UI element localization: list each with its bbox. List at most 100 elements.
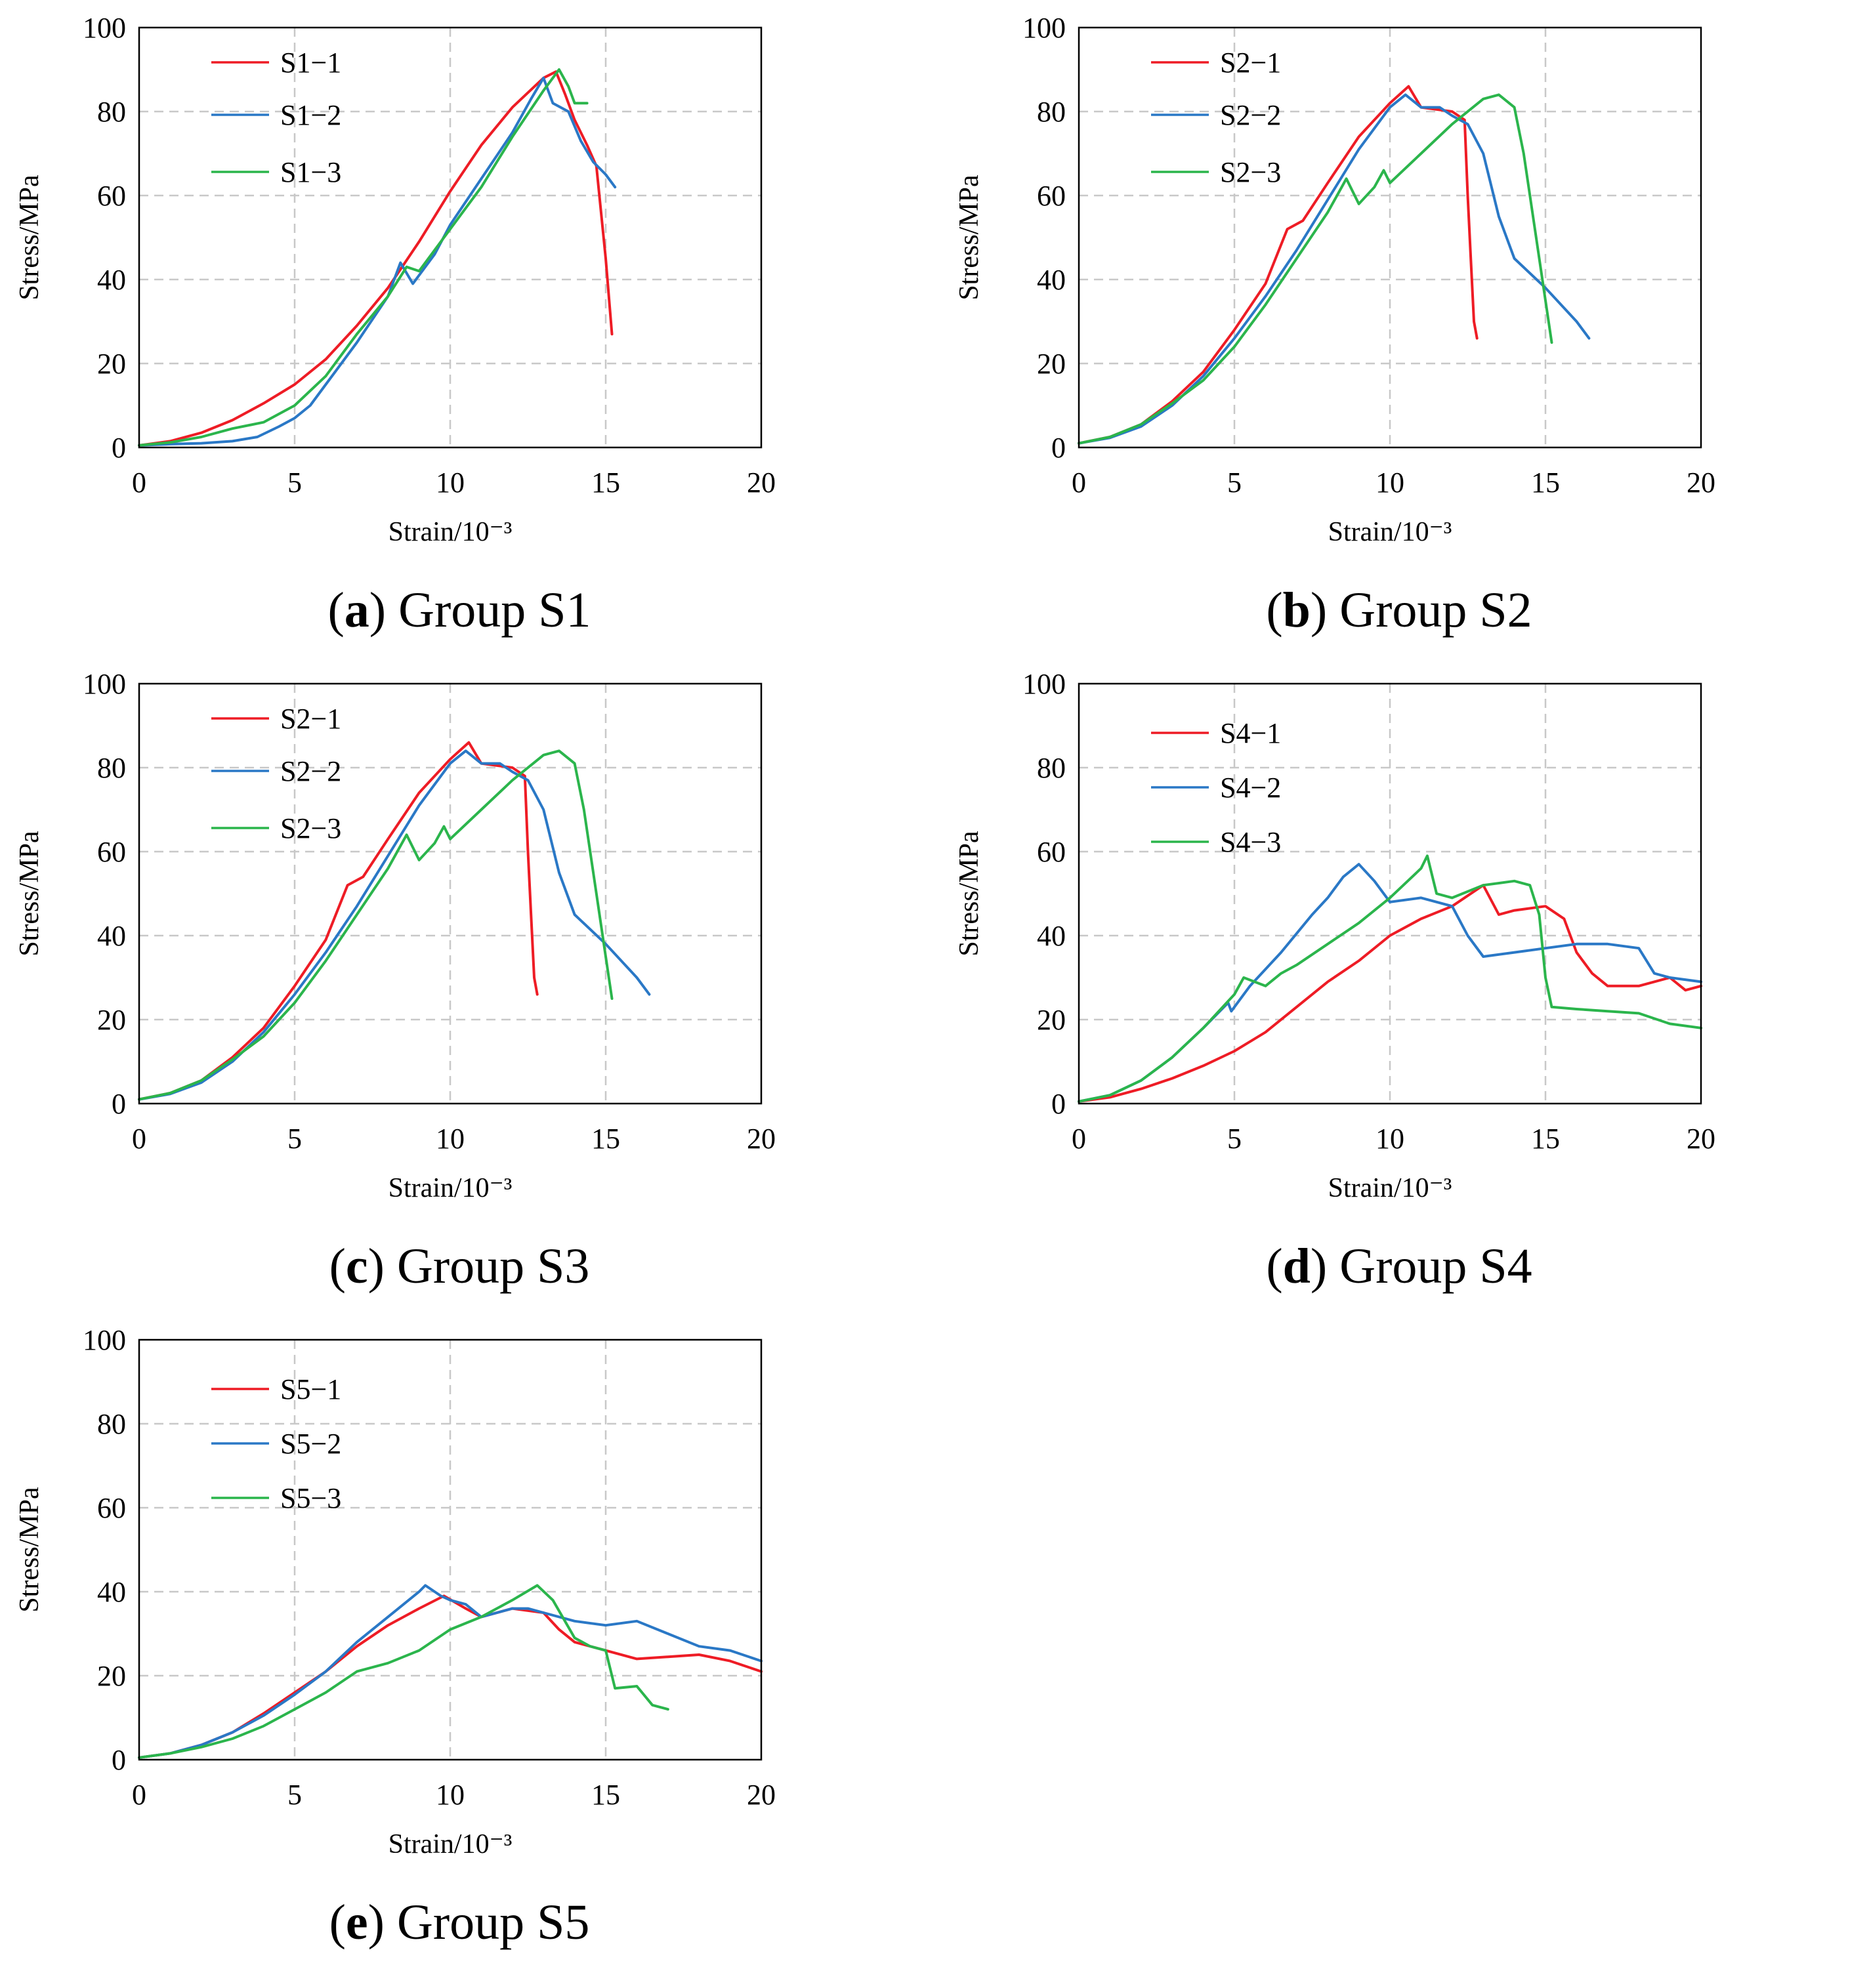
caption-a: (a) Group S1 [327, 583, 591, 638]
x-tick-label-e-15: 15 [591, 1779, 620, 1811]
caption-d: (d) Group S4 [1266, 1239, 1532, 1294]
x-tick-label-c-15: 15 [591, 1123, 620, 1155]
x-tick-label-e-20: 20 [747, 1779, 776, 1811]
y-axis-label-e: Stress/MPa [14, 1487, 45, 1613]
y-tick-label-b-0: 0 [1051, 432, 1066, 464]
legend-label-a-3: S1−3 [280, 156, 341, 188]
x-axis-label-e: Strain/10⁻³ [388, 1829, 513, 1859]
series-line-a-2 [138, 76, 617, 447]
x-tick-label-d-15: 15 [1531, 1123, 1560, 1155]
caption-c-letter: c [345, 1239, 368, 1294]
x-axis-label-d: Strain/10⁻³ [1328, 1173, 1452, 1203]
x-tick-label-c-10: 10 [436, 1123, 465, 1155]
x-axis-label-a: Strain/10⁻³ [388, 517, 513, 547]
x-tick-label-b-20: 20 [1687, 466, 1715, 499]
x-tick-label-a-15: 15 [591, 466, 620, 499]
x-tick-label-e-0: 0 [132, 1779, 146, 1811]
panel-c: 0 20 40 60 80 100 0 5 10 15 20 Strain/10⁻³ Stress/MP… [0, 656, 919, 1312]
y-tick-label-a-40: 40 [97, 264, 126, 296]
caption-b: (b) Group S2 [1266, 583, 1532, 638]
y-tick-label-c-80: 80 [97, 752, 126, 784]
legend-label-d-1: S4−1 [1220, 717, 1281, 749]
y-tick-label-d-100: 100 [1022, 668, 1066, 700]
series-line-e-2 [138, 1584, 763, 1759]
y-tick-label-a-20: 20 [97, 348, 126, 380]
caption-c-text: Group S3 [396, 1239, 590, 1294]
chart-e: 0 20 40 60 80 100 0 5 10 15 20 Strain/10⁻³ Stress/MP… [14, 1324, 776, 1859]
legend-label-e-2: S5−2 [280, 1428, 341, 1460]
legend-label-b-3: S2−3 [1220, 156, 1281, 188]
y-tick-label-c-0: 0 [112, 1088, 126, 1120]
y-tick-label-e-80: 80 [97, 1408, 126, 1440]
y-tick-label-d-60: 60 [1037, 836, 1066, 868]
series-line-e-3 [138, 1584, 669, 1759]
legend-label-b-2: S2−2 [1220, 99, 1281, 131]
y-tick-label-e-60: 60 [97, 1492, 126, 1524]
x-tick-label-d-0: 0 [1072, 1123, 1086, 1155]
y-tick-label-a-100: 100 [83, 12, 126, 44]
x-axis-label-c: Strain/10⁻³ [388, 1173, 513, 1203]
y-tick-label-d-80: 80 [1037, 752, 1066, 784]
y-tick-label-e-0: 0 [112, 1744, 126, 1776]
legend-label-e-1: S5−1 [280, 1373, 341, 1405]
legend-label-a-2: S1−2 [280, 99, 341, 131]
x-tick-label-e-10: 10 [436, 1779, 465, 1811]
x-tick-label-b-0: 0 [1072, 466, 1086, 499]
y-axis-label-c: Stress/MPa [14, 831, 45, 957]
legend-label-d-3: S4−3 [1220, 826, 1281, 858]
plot-frame-d [1078, 682, 1702, 1105]
caption-e-letter: e [345, 1895, 368, 1950]
legend-label-c-1: S2−1 [280, 703, 341, 735]
y-tick-label-b-80: 80 [1037, 96, 1066, 128]
y-axis-label-b: Stress/MPa [954, 175, 984, 300]
caption-b-letter: b [1282, 583, 1311, 638]
y-tick-label-c-60: 60 [97, 836, 126, 868]
y-tick-label-b-60: 60 [1037, 180, 1066, 212]
caption-b-text: Group S2 [1339, 583, 1532, 638]
x-tick-label-a-0: 0 [132, 466, 146, 499]
chart-c: 0 20 40 60 80 100 0 5 10 15 20 Strain/10⁻³ Stress/MP… [14, 668, 776, 1203]
legend-label-b-1: S2−1 [1220, 47, 1281, 79]
y-axis-label-d: Stress/MPa [954, 831, 984, 957]
series-line-c-1 [138, 741, 539, 1101]
y-tick-label-a-60: 60 [97, 180, 126, 212]
caption-c: (c) Group S3 [329, 1239, 590, 1294]
chart-b: 0 20 40 60 80 100 0 5 10 15 20 Strain/10⁻³ Stress/MP… [954, 12, 1715, 547]
x-tick-label-d-20: 20 [1687, 1123, 1715, 1155]
x-tick-label-b-5: 5 [1227, 466, 1242, 499]
x-axis-label-b: Strain/10⁻³ [1328, 517, 1452, 547]
plot-frame-b [1078, 26, 1702, 449]
y-tick-label-c-20: 20 [97, 1004, 126, 1036]
y-tick-label-d-20: 20 [1037, 1004, 1066, 1036]
caption-a-letter: a [344, 583, 369, 638]
y-tick-label-d-0: 0 [1051, 1088, 1066, 1120]
y-tick-label-a-0: 0 [112, 432, 126, 464]
x-tick-label-c-5: 5 [287, 1123, 302, 1155]
x-tick-label-c-20: 20 [747, 1123, 776, 1155]
caption-e-text: Group S5 [396, 1895, 590, 1950]
y-tick-label-e-40: 40 [97, 1576, 126, 1608]
series-line-c-3 [138, 749, 614, 1101]
x-tick-label-d-10: 10 [1376, 1123, 1404, 1155]
panel-e: 0 20 40 60 80 100 0 5 10 15 20 Strain/10⁻³ Stress/MP… [0, 1312, 919, 1968]
series-line-b-3 [1078, 93, 1553, 445]
y-tick-label-c-40: 40 [97, 920, 126, 952]
plot-frame-e [138, 1338, 763, 1761]
y-axis-label-a: Stress/MPa [14, 175, 45, 300]
series-line-a-3 [138, 68, 589, 447]
x-tick-label-d-5: 5 [1227, 1123, 1242, 1155]
y-tick-label-c-100: 100 [83, 668, 126, 700]
legend-label-e-3: S5−3 [280, 1482, 341, 1514]
x-tick-label-a-10: 10 [436, 466, 465, 499]
x-tick-label-b-15: 15 [1531, 466, 1560, 499]
legend-label-a-1: S1−1 [280, 47, 341, 79]
panel-b: 0 20 40 60 80 100 0 5 10 15 20 Strain/10⁻³ Stress/MP… [940, 0, 1858, 656]
legend-label-c-3: S2−3 [280, 812, 341, 844]
x-tick-label-a-5: 5 [287, 466, 302, 499]
y-tick-label-b-100: 100 [1022, 12, 1066, 44]
caption-a-text: Group S1 [398, 583, 591, 638]
plot-frame-c [138, 682, 763, 1105]
x-tick-label-a-20: 20 [747, 466, 776, 499]
x-tick-label-c-0: 0 [132, 1123, 146, 1155]
